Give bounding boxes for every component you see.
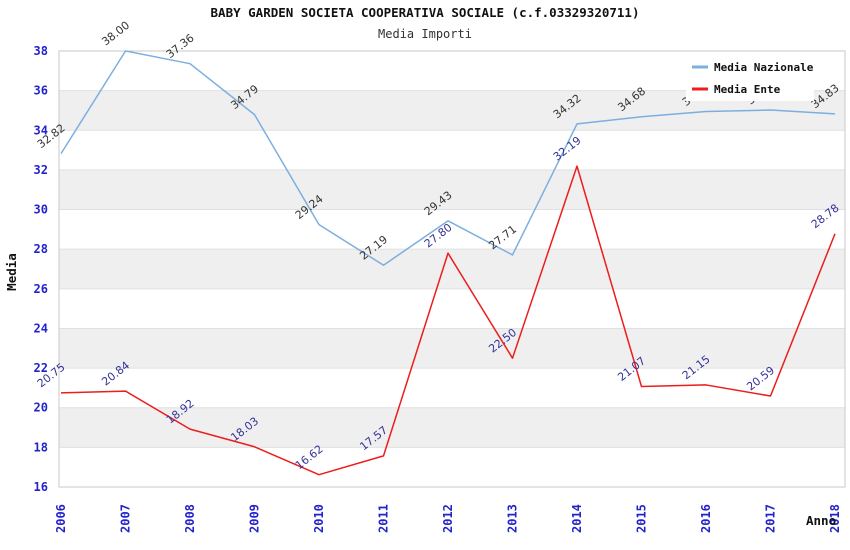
y-tick-label: 26 [34,282,48,296]
x-tick-label: 2006 [54,504,68,533]
y-tick-label: 30 [34,203,48,217]
data-point-label: 32.19 [551,134,584,164]
x-tick-label: 2010 [312,504,326,533]
y-tick-label: 22 [34,361,48,375]
legend-box [686,55,814,101]
y-tick-label: 36 [34,84,48,98]
data-point-label: 27.71 [486,223,519,253]
chart-title: BABY GARDEN SOCIETA COOPERATIVA SOCIALE … [211,5,640,20]
legend-label-nazionale: Media Nazionale [714,61,814,74]
y-tick-label: 24 [34,321,48,335]
data-point-label: 38.00 [99,19,132,49]
x-tick-label: 2012 [441,504,455,533]
y-tick-label: 20 [34,401,48,415]
x-tick-label: 2008 [183,504,197,533]
data-point-label: 27.80 [422,221,455,251]
legend: Media Nazionale Media Ente [686,55,814,101]
plot-band [59,249,845,289]
chart-subtitle: Media Importi [378,27,472,41]
y-tick-label: 18 [34,440,48,454]
plot-band [59,407,845,448]
y-tick-label: 34 [34,123,48,137]
plot-band [59,169,845,210]
y-tick-label: 38 [34,44,48,58]
x-tick-label: 2017 [764,504,778,533]
y-tick-label: 16 [34,480,48,494]
x-tick-label: 2011 [377,504,391,533]
series-line [60,165,836,476]
y-tick-label: 28 [34,242,48,256]
legend-label-ente: Media Ente [714,83,781,96]
x-tick-label: 2007 [119,504,133,533]
x-tick-label: 2013 [506,504,520,533]
plot-band [59,328,845,369]
series-line [60,50,836,266]
x-axis-title: Anno [806,513,836,528]
y-axis-title: Media [4,253,19,291]
plot-border [58,50,846,488]
x-tick-label: 2016 [699,504,713,533]
x-tick-label: 2014 [570,504,584,533]
data-point-label: 37.36 [164,31,197,61]
y-tick-label: 32 [34,163,48,177]
x-tick-label: 2018 [828,504,842,533]
x-tick-label: 2009 [248,504,262,533]
x-tick-label: 2015 [635,504,649,533]
